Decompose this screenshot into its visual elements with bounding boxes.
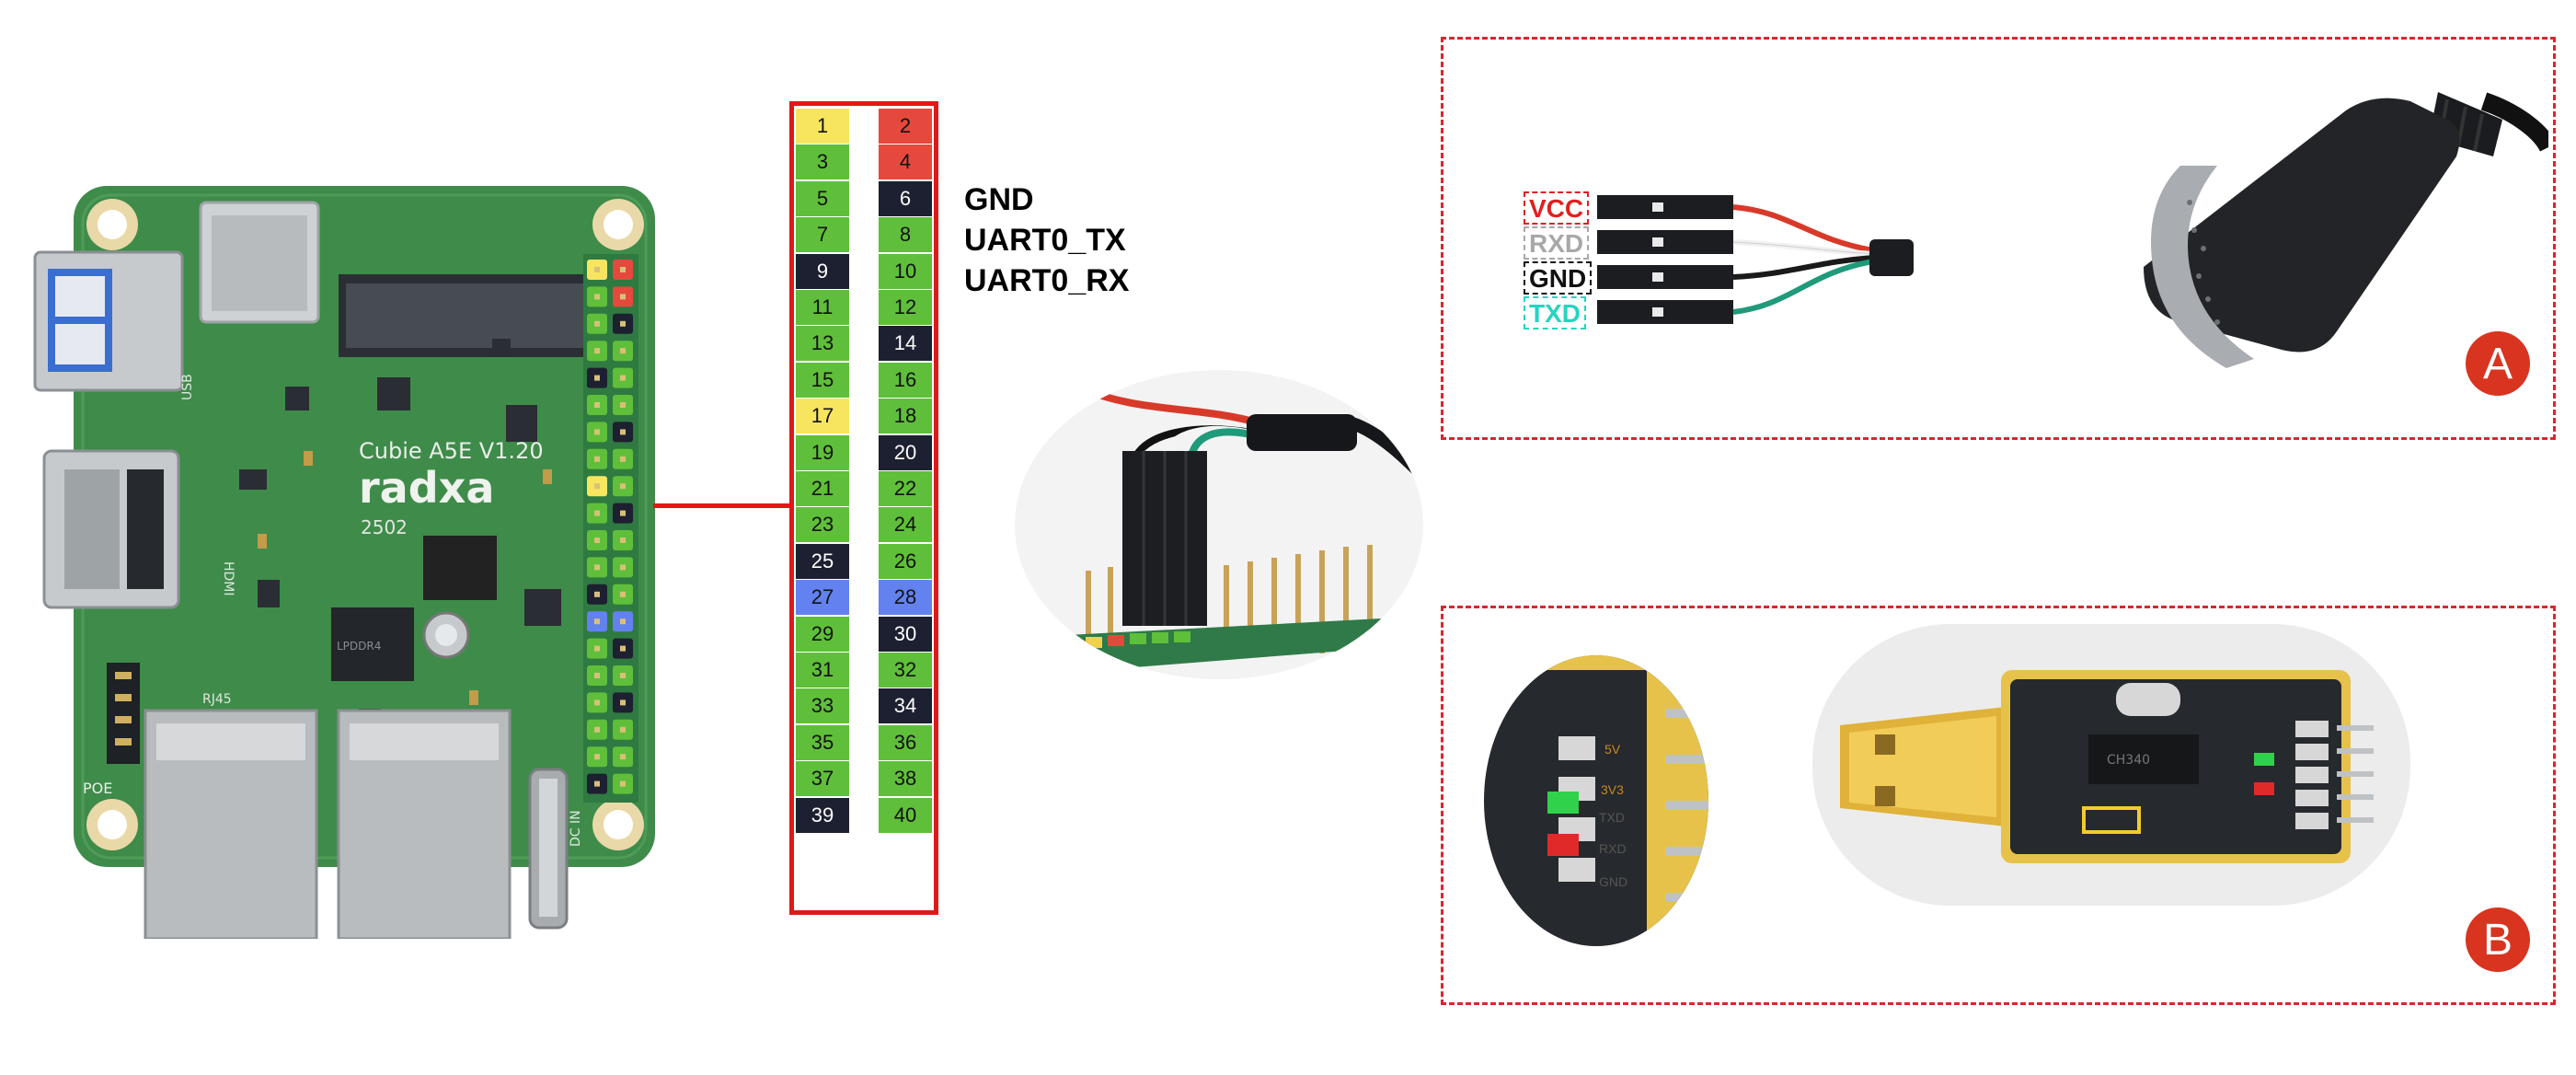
pin-40: 40 bbox=[879, 797, 932, 833]
pin-14: 14 bbox=[879, 326, 932, 362]
ch340-closeup-photo bbox=[1484, 655, 1708, 946]
dc-jack-icon bbox=[528, 768, 569, 930]
pin-header-table: 1 2 3 4 5 6 7 8 9 10 11 12 13 14 15 16 17 18 19 20 21 22 23 24 2… bbox=[789, 101, 938, 915]
pin-37: 37 bbox=[796, 761, 849, 797]
pin-11: 11 bbox=[796, 290, 849, 325]
pin-2: 2 bbox=[879, 109, 932, 144]
pin-6: 6 bbox=[879, 180, 932, 216]
pin-28: 28 bbox=[879, 580, 932, 616]
usb-ttl-cable-plug bbox=[2144, 92, 2548, 368]
pin-7: 7 bbox=[796, 217, 849, 253]
pin-26: 26 bbox=[879, 543, 932, 579]
signal-label-uart0-tx: UART0_TX bbox=[964, 223, 1126, 258]
pin-5: 5 bbox=[796, 180, 849, 216]
hdmi-label: HDMI bbox=[221, 561, 236, 596]
pin-25: 25 bbox=[796, 543, 849, 579]
closeup-pin-label-gnd: GND bbox=[1599, 874, 1628, 889]
closeup-pin-label-txd: TXD bbox=[1599, 810, 1625, 825]
wire-label-txd: TXD bbox=[1524, 296, 1586, 329]
adapter-a-frame bbox=[1441, 37, 2556, 440]
usb-ttl-cable-connectors bbox=[1597, 195, 1914, 324]
pin-3: 3 bbox=[796, 144, 849, 180]
board-model: Cubie A5E V1.20 bbox=[359, 438, 544, 464]
pin-16: 16 bbox=[879, 362, 932, 398]
board-illustration: USB HDMI Cubie A5E V1.20 radxa 2502 LPDD… bbox=[33, 186, 655, 939]
pin-9: 9 bbox=[796, 253, 849, 289]
pin-34: 34 bbox=[879, 688, 932, 724]
dupont-connection-photo bbox=[1015, 370, 1423, 679]
pin-10: 10 bbox=[879, 253, 932, 289]
ch340-adapter-photo: CH340 bbox=[1812, 624, 2410, 906]
usb-label: USB bbox=[180, 374, 195, 400]
pin-8: 8 bbox=[879, 217, 932, 253]
pin-29: 29 bbox=[796, 616, 849, 652]
pin-15: 15 bbox=[796, 362, 849, 398]
closeup-pin-label-rxd: RXD bbox=[1599, 841, 1627, 856]
pin-1: 1 bbox=[796, 109, 849, 144]
signal-label-uart0-rx: UART0_RX bbox=[964, 263, 1130, 298]
closeup-pin-label-5v: 5V bbox=[1604, 742, 1621, 757]
signal-label-gnd: GND bbox=[964, 182, 1034, 217]
closeup-pin-label-3v3: 3V3 bbox=[1601, 782, 1624, 797]
pin-21: 21 bbox=[796, 471, 849, 506]
mounting-hole-icon bbox=[86, 199, 644, 850]
poe-label: POE bbox=[83, 780, 112, 797]
pin-30: 30 bbox=[879, 616, 932, 652]
pin-36: 36 bbox=[879, 724, 932, 760]
brand-logo: radxa bbox=[359, 463, 494, 513]
dc-label: DC IN bbox=[569, 810, 583, 847]
pin-27: 27 bbox=[796, 580, 849, 616]
ethernet-port-icon bbox=[144, 709, 512, 939]
rj45-label: RJ45 bbox=[202, 692, 232, 707]
wire-label-rxd: RXD bbox=[1524, 226, 1590, 260]
hdmi-port-icon bbox=[42, 449, 180, 609]
pin-18: 18 bbox=[879, 399, 932, 434]
connector-line bbox=[653, 503, 791, 508]
soc-chip bbox=[331, 607, 414, 681]
pin-13: 13 bbox=[796, 326, 849, 362]
pin-24: 24 bbox=[879, 507, 932, 543]
pin-12: 12 bbox=[879, 290, 932, 325]
pin-17: 17 bbox=[796, 399, 849, 434]
pin-22: 22 bbox=[879, 471, 932, 506]
usb-port-icon bbox=[33, 250, 184, 392]
pin-4: 4 bbox=[879, 144, 932, 180]
pin-39: 39 bbox=[796, 797, 849, 833]
badge-b: B bbox=[2466, 907, 2530, 972]
pin-20: 20 bbox=[879, 434, 932, 470]
chip-label: CH340 bbox=[2107, 753, 2150, 768]
gpio-header bbox=[583, 254, 638, 803]
pin-38: 38 bbox=[879, 761, 932, 797]
pin-31: 31 bbox=[796, 653, 849, 688]
wire-label-gnd: GND bbox=[1524, 261, 1593, 295]
pin-23: 23 bbox=[796, 507, 849, 543]
date-code: 2502 bbox=[361, 516, 408, 538]
memory-chip bbox=[423, 536, 497, 600]
poe-header bbox=[107, 663, 140, 764]
badge-a: A bbox=[2466, 331, 2530, 396]
adapter-b-frame bbox=[1441, 606, 2556, 1005]
wire-label-vcc: VCC bbox=[1524, 191, 1590, 225]
pin-19: 19 bbox=[796, 434, 849, 470]
chip-label: LPDDR4 bbox=[337, 640, 381, 653]
pin-32: 32 bbox=[879, 653, 932, 688]
pin-35: 35 bbox=[796, 724, 849, 760]
pin-33: 33 bbox=[796, 688, 849, 724]
